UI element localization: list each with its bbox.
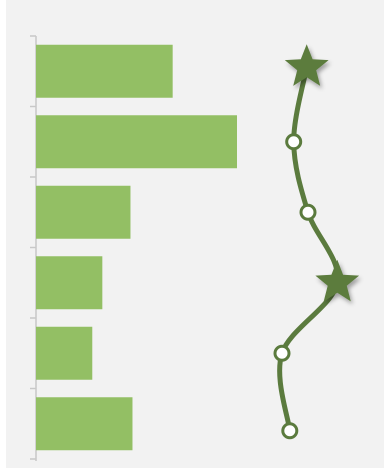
star-marker <box>315 259 360 302</box>
circle-marker <box>299 203 317 221</box>
star-marker <box>284 44 329 86</box>
bar-1 <box>36 44 173 98</box>
bar-series <box>36 44 237 451</box>
circle-marker <box>281 422 299 440</box>
category-axis <box>30 35 37 461</box>
bar-3 <box>36 185 131 239</box>
bar-5 <box>36 326 93 380</box>
bar-4 <box>36 256 103 310</box>
bar-2 <box>36 115 237 169</box>
overlay-path-series <box>273 44 360 440</box>
circle-marker <box>273 344 291 362</box>
bar-6 <box>36 397 133 451</box>
circle-marker <box>285 133 303 151</box>
